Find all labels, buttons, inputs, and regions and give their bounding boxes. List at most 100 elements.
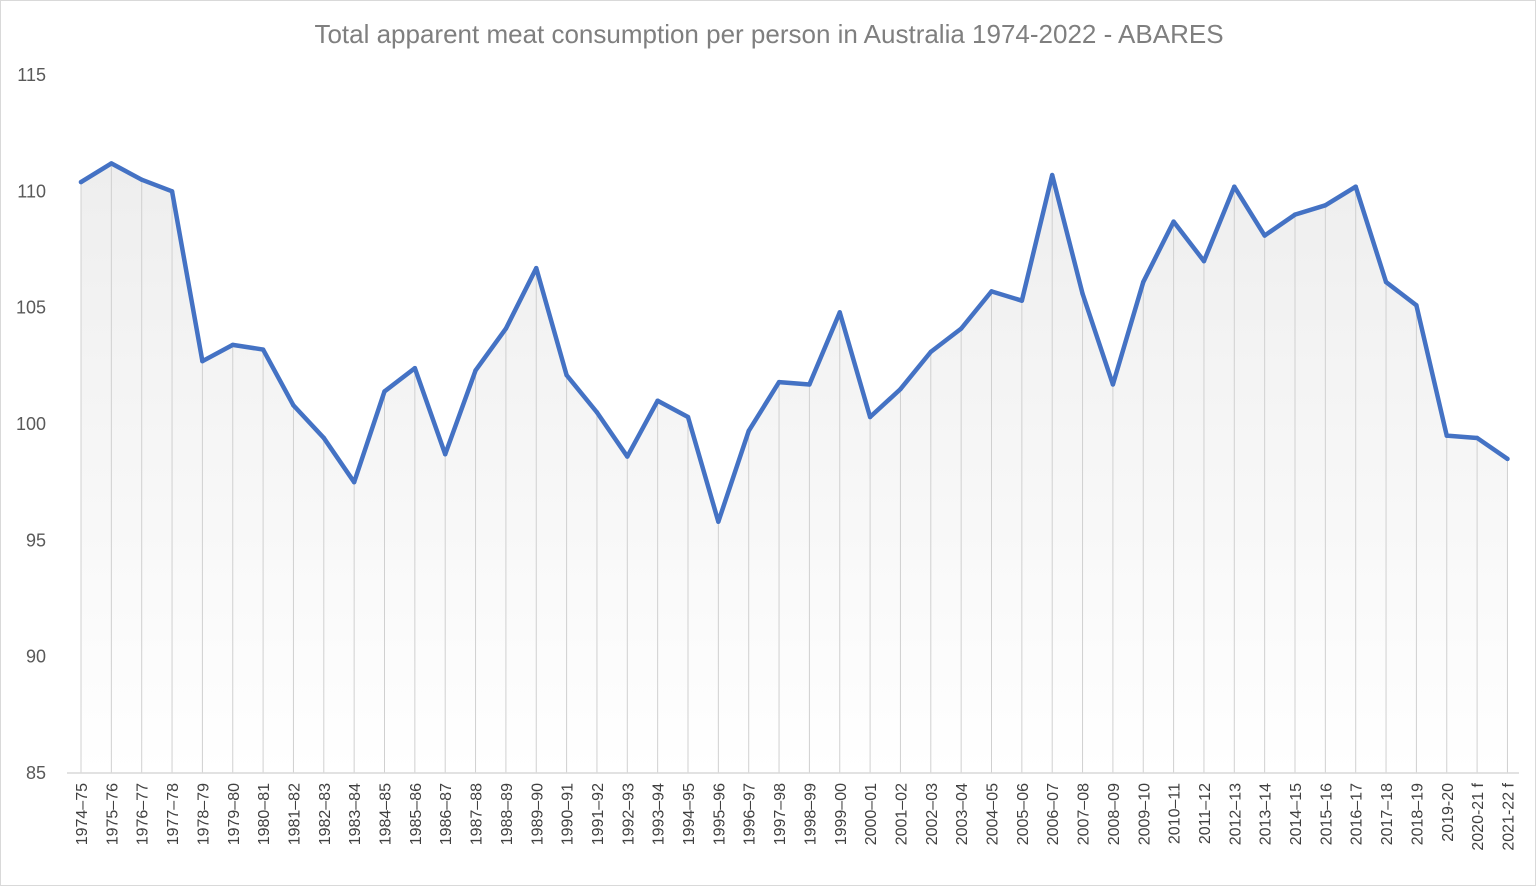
data-point: [594, 410, 600, 415]
data-point: [1171, 219, 1176, 224]
data-point: [958, 326, 964, 331]
data-point: [109, 161, 114, 166]
x-tick-label: 2010–11: [1167, 783, 1184, 844]
x-tick-label: 2008–09: [1106, 783, 1123, 845]
x-tick-label: 1999–00: [833, 783, 850, 845]
dropline-layer: [80, 163, 1508, 773]
data-point: [1262, 233, 1267, 238]
data-point: [564, 372, 569, 378]
y-tick-label: 85: [26, 763, 46, 783]
data-point: [443, 452, 448, 457]
data-point: [1050, 172, 1055, 178]
x-tick-label: 1981–82: [286, 783, 303, 845]
y-tick-label: 110: [17, 181, 46, 201]
data-point: [1141, 279, 1146, 285]
data-point: [1353, 184, 1358, 189]
y-tick-label: 105: [16, 298, 46, 318]
x-tick-label: 1993–94: [651, 783, 668, 845]
x-tick-label: 2015–16: [1318, 783, 1335, 845]
series-line: [78, 161, 1510, 524]
y-tick-label: 115: [17, 65, 46, 85]
x-tick-label: 1983–84: [347, 783, 364, 845]
data-point: [746, 428, 751, 434]
x-tick-label: 1975–76: [104, 783, 121, 845]
data-point: [534, 265, 539, 271]
data-point: [412, 365, 418, 371]
x-tick-label: 2004–05: [985, 783, 1002, 845]
x-tick-label: 1982–83: [317, 783, 334, 845]
x-tick-label: 1978–79: [195, 783, 212, 845]
data-point: [625, 454, 630, 459]
data-point: [1292, 212, 1298, 217]
x-tick-label: 1980–81: [256, 783, 273, 845]
data-point: [867, 414, 873, 420]
x-tick-label: 2007–08: [1076, 783, 1093, 845]
x-tick-label: 1995–96: [711, 783, 728, 845]
data-point: [1414, 303, 1419, 308]
data-point: [78, 179, 84, 185]
data-point: [716, 519, 721, 524]
data-point: [898, 386, 903, 392]
x-tick-label: 1979–80: [226, 783, 243, 845]
data-point: [1444, 433, 1449, 438]
x-tick-label: 1989–90: [529, 783, 546, 845]
x-tick-label: 1988–89: [499, 783, 516, 845]
x-tick-label: 2019-20: [1440, 783, 1457, 842]
data-point: [1232, 184, 1237, 189]
x-tick-label: 2000–01: [863, 783, 880, 845]
data-point: [655, 398, 660, 403]
x-tick-label: 1994–95: [681, 783, 698, 845]
x-tick-label: 2009–10: [1136, 783, 1153, 845]
x-tick-label: 2003–04: [954, 783, 971, 845]
x-tick-label: 1977–78: [165, 783, 182, 845]
x-tick-label: 2016–17: [1349, 783, 1366, 845]
data-point: [807, 382, 812, 387]
x-tick-label: 2013–14: [1258, 783, 1275, 845]
data-point: [685, 414, 691, 420]
x-tick-label: 1984–85: [378, 783, 395, 845]
data-point: [291, 403, 296, 408]
x-tick-label: 2012–13: [1227, 783, 1244, 845]
data-point: [1080, 291, 1085, 296]
data-point: [382, 389, 387, 394]
x-tick-label: 1986–87: [438, 783, 455, 845]
y-tick-label: 95: [26, 530, 46, 550]
x-tick-label: 2011–12: [1197, 783, 1214, 844]
x-tick-label: 1990–91: [560, 783, 577, 845]
x-tick-label: 2005–06: [1015, 783, 1032, 845]
data-point: [169, 189, 175, 194]
x-tick-label: 2006–07: [1045, 783, 1062, 845]
data-point: [351, 479, 357, 485]
data-point: [1383, 279, 1389, 285]
y-axis-ticks: 85 90 95 100 105 110 115: [16, 65, 46, 783]
data-point: [200, 358, 205, 364]
data-point: [321, 435, 326, 441]
data-point: [503, 326, 509, 331]
x-tick-label: 2001–02: [893, 783, 910, 845]
data-point: [989, 289, 994, 294]
x-tick-label: 1996–97: [742, 783, 759, 845]
x-tick-label: 1976–77: [135, 783, 152, 845]
x-tick-label: 2021-22 f: [1500, 782, 1517, 850]
data-point: [1474, 435, 1480, 441]
y-tick-label: 90: [26, 647, 46, 667]
x-tick-label: 1997–98: [772, 783, 789, 845]
data-point: [1323, 203, 1328, 208]
data-point: [928, 349, 933, 355]
data-point: [837, 310, 842, 315]
x-axis-ticks: 1974–75 1975–76 1976–77 1977–78 1978–79 1979–…: [74, 782, 1517, 850]
data-point: [473, 368, 478, 373]
data-point: [776, 379, 782, 385]
chart-title: Total apparent meat consumption per pers…: [314, 19, 1223, 49]
data-point: [260, 347, 266, 352]
x-tick-label: 2020-21 f: [1470, 782, 1487, 850]
x-tick-label: 1998–99: [802, 783, 819, 845]
data-point: [1505, 456, 1510, 462]
area-fill: [81, 163, 1508, 773]
series-line-layer: [78, 161, 1510, 524]
x-tick-label: 1991–92: [590, 783, 607, 845]
data-point: [139, 177, 144, 182]
x-tick-label: 1985–86: [408, 783, 425, 845]
data-point: [230, 342, 235, 348]
